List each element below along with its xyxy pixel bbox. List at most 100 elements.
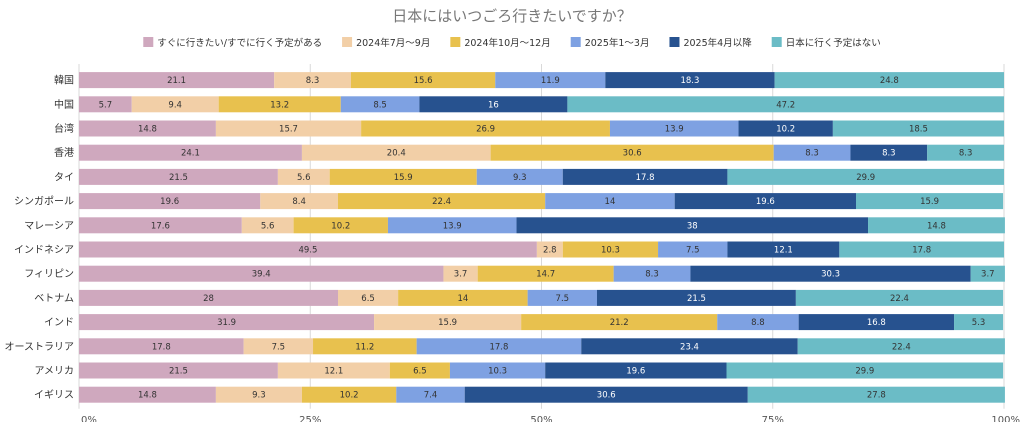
bar-row: 28 6.5 14 7.5 21.5 22.4 [79, 289, 1004, 306]
bar-segment [970, 265, 1005, 282]
data-label: 18.5 [909, 125, 928, 135]
data-label: 7.5 [686, 246, 700, 256]
bar-segment [329, 168, 477, 185]
data-label: 14.8 [138, 125, 157, 135]
data-label: 31.9 [217, 318, 236, 328]
data-label: 15.9 [394, 173, 413, 183]
data-label: 30.3 [821, 270, 840, 280]
bar-segment [443, 265, 478, 282]
bar-segment [727, 241, 840, 258]
legend-swatch [771, 37, 782, 47]
bar-segment [597, 289, 796, 306]
bar-segment [293, 217, 388, 234]
data-label: 14.8 [927, 221, 946, 231]
bar-segment [795, 289, 1004, 306]
data-label: 27.8 [867, 391, 886, 401]
category-label: アメリカ [35, 365, 75, 377]
data-label: 5.3 [972, 318, 986, 328]
category-labels: 韓国中国台湾香港タイシンガポールマレーシアインドネシアフィリピンベトナムインドオ… [5, 75, 75, 402]
data-label: 12.1 [324, 367, 343, 377]
bar-segment [717, 314, 799, 331]
legend-swatch [669, 37, 680, 47]
bar-segment [581, 338, 798, 355]
bar-segment [416, 338, 582, 355]
bar-segment [927, 144, 1004, 161]
category-label: 韓国 [54, 75, 74, 87]
category-label: フィリピン [24, 268, 74, 280]
data-label: 23.4 [680, 342, 699, 352]
data-label: 8.4 [292, 197, 306, 207]
bar-segment [738, 120, 833, 137]
data-label: 10.3 [601, 246, 620, 256]
data-label: 3.7 [454, 270, 468, 280]
data-label: 14.7 [536, 270, 555, 280]
data-label: 49.5 [298, 246, 317, 256]
bar-segment [747, 386, 1005, 403]
bar-segment [131, 96, 219, 113]
data-label: 22.4 [892, 342, 911, 352]
legend-label: 2024年7月〜9月 [356, 37, 430, 49]
data-label: 7.5 [556, 294, 570, 304]
bar-segment [419, 96, 568, 113]
bar-segment [856, 193, 1004, 210]
bar-segment [79, 120, 216, 137]
bar-segment [79, 265, 444, 282]
bar-row: 17.8 7.5 11.2 17.8 23.4 22.4 [79, 338, 1005, 355]
bar-segment [277, 362, 390, 379]
data-label: 15.9 [438, 318, 457, 328]
data-label: 29.9 [856, 173, 875, 183]
legend-item: 日本に行く予定はない [771, 37, 881, 49]
data-label: 16 [488, 100, 499, 110]
legend-label: すぐに行きたい/すでに行く予定がある [157, 37, 322, 49]
bar-segment [545, 193, 675, 210]
data-label: 24.1 [181, 149, 200, 159]
category-label: ベトナム [34, 292, 74, 304]
data-label: 10.2 [340, 391, 359, 401]
bar-segment [605, 72, 775, 89]
bar-segment [79, 241, 537, 258]
category-label: オーストラリア [5, 341, 75, 353]
bar-segment [536, 241, 563, 258]
data-label: 14 [457, 294, 468, 304]
data-label: 22.4 [432, 197, 451, 207]
bar-segment [495, 72, 606, 89]
bar-segment [389, 362, 450, 379]
bar-segment [387, 217, 517, 234]
bar-segment [954, 314, 1004, 331]
category-label: 中国 [54, 98, 74, 111]
x-tick-label: 75% [762, 415, 784, 422]
x-axis-ticks: 0% 25% 50% 75% 100% [81, 415, 1020, 422]
bar-segment [516, 217, 869, 234]
bar-segment [215, 120, 362, 137]
bar-row: 31.9 15.9 21.2 8.8 16.8 5.3 [79, 314, 1004, 331]
category-label: 台湾 [54, 122, 74, 135]
category-label: 香港 [54, 147, 74, 159]
legend-label: 2024年10月〜12月 [464, 37, 550, 49]
x-tick-label: 50% [530, 415, 552, 422]
legend-item: 2024年10月〜12月 [450, 37, 551, 49]
data-label: 8.8 [751, 318, 765, 328]
category-label: インド [44, 318, 74, 329]
bar-segment [79, 72, 275, 89]
legend-swatch [342, 37, 353, 47]
category-label: シンガポール [14, 196, 74, 208]
bar-segment [674, 193, 856, 210]
bar-row: 21.5 12.1 6.5 10.3 19.6 29.9 [79, 362, 1004, 379]
data-label: 8.5 [373, 100, 387, 110]
bar-segment [690, 265, 971, 282]
bar-segment [476, 168, 563, 185]
data-label: 9.3 [252, 391, 266, 401]
bar-row: 21.5 5.6 15.9 9.3 17.8 29.9 [79, 168, 1004, 185]
data-label: 13.9 [665, 125, 684, 135]
bar-row: 24.1 20.4 30.6 8.3 8.3 8.3 [79, 144, 1004, 161]
x-tick-label: 0% [81, 415, 97, 422]
bar-segment [798, 314, 955, 331]
data-label: 13.9 [443, 221, 462, 231]
bar-segment [79, 217, 242, 234]
category-label: タイ [54, 171, 74, 183]
data-label: 11.9 [541, 76, 560, 86]
bar-segment [218, 96, 341, 113]
data-label: 15.7 [279, 125, 298, 135]
legend-label: 2025年4月以降 [683, 37, 752, 49]
